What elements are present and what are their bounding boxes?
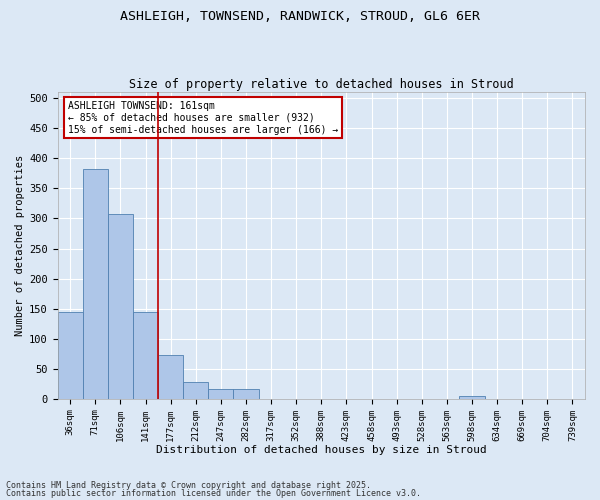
Text: Contains HM Land Registry data © Crown copyright and database right 2025.: Contains HM Land Registry data © Crown c… xyxy=(6,481,371,490)
Bar xyxy=(158,355,183,399)
Title: Size of property relative to detached houses in Stroud: Size of property relative to detached ho… xyxy=(129,78,514,91)
Bar xyxy=(233,388,259,399)
Text: Contains public sector information licensed under the Open Government Licence v3: Contains public sector information licen… xyxy=(6,488,421,498)
Text: ASHLEIGH TOWNSEND: 161sqm
← 85% of detached houses are smaller (932)
15% of semi: ASHLEIGH TOWNSEND: 161sqm ← 85% of detac… xyxy=(68,102,338,134)
Bar xyxy=(460,396,485,399)
Bar xyxy=(208,388,233,399)
Bar xyxy=(58,312,83,399)
Y-axis label: Number of detached properties: Number of detached properties xyxy=(15,155,25,336)
Bar xyxy=(133,312,158,399)
Text: ASHLEIGH, TOWNSEND, RANDWICK, STROUD, GL6 6ER: ASHLEIGH, TOWNSEND, RANDWICK, STROUD, GL… xyxy=(120,10,480,23)
Bar xyxy=(108,214,133,399)
Bar xyxy=(83,168,108,399)
Bar xyxy=(183,382,208,399)
X-axis label: Distribution of detached houses by size in Stroud: Distribution of detached houses by size … xyxy=(156,445,487,455)
